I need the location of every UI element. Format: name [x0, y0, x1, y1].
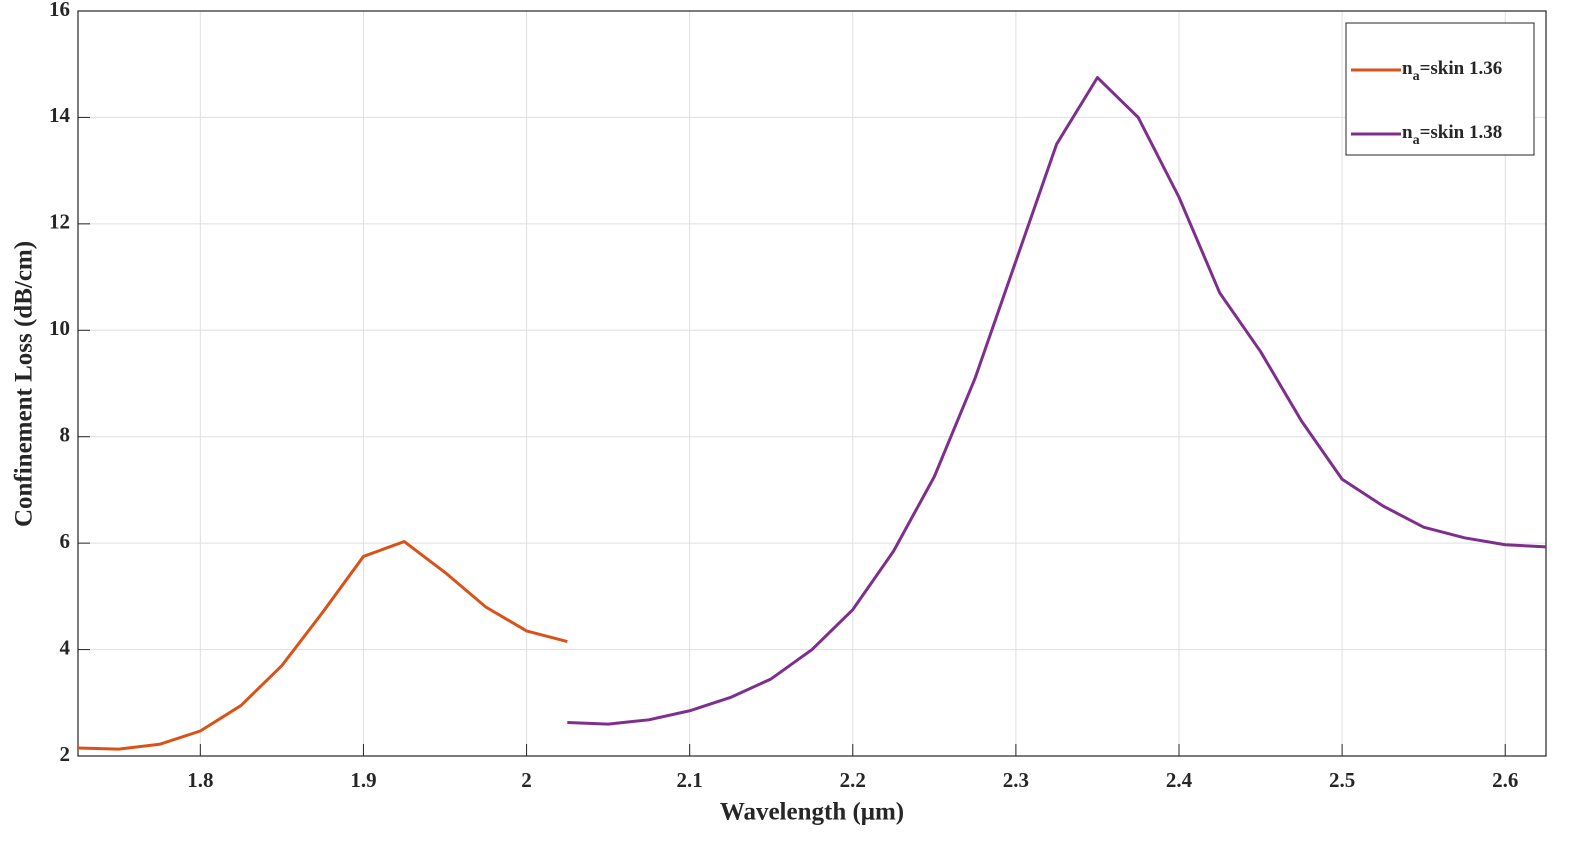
- data-line: [77, 540, 568, 751]
- y-tick-label: 8: [60, 423, 71, 447]
- x-tick-label: 2.2: [840, 768, 866, 792]
- y-tick-label: 12: [49, 210, 70, 234]
- x-axis-label: Wavelength (μm): [720, 799, 904, 826]
- x-tick-label: 2.1: [677, 768, 703, 792]
- y-tick-label: 10: [49, 316, 70, 340]
- x-tick-label: 2: [521, 768, 532, 792]
- x-tick-label: 2.5: [1329, 768, 1355, 792]
- x-tick-label: 2.6: [1492, 768, 1518, 792]
- y-tick-label: 4: [60, 635, 71, 659]
- y-tick-label: 2: [60, 742, 71, 766]
- x-tick-label: 1.9: [350, 768, 376, 792]
- y-tick-label: 16: [49, 0, 70, 21]
- plot-frame: [77, 10, 1547, 757]
- x-tick-label: 2.4: [1166, 768, 1193, 792]
- data-line: [567, 76, 1547, 726]
- y-axis-label: Confinement Loss (dB/cm): [11, 241, 38, 527]
- x-tick-label: 2.3: [1003, 768, 1029, 792]
- legend-label: na=skin 1.36: [1402, 58, 1502, 84]
- x-tick-label: 1.8: [187, 768, 213, 792]
- y-tick-label: 6: [60, 529, 71, 553]
- y-tick-label: 14: [49, 103, 71, 127]
- legend-label: na=skin 1.38: [1402, 122, 1502, 148]
